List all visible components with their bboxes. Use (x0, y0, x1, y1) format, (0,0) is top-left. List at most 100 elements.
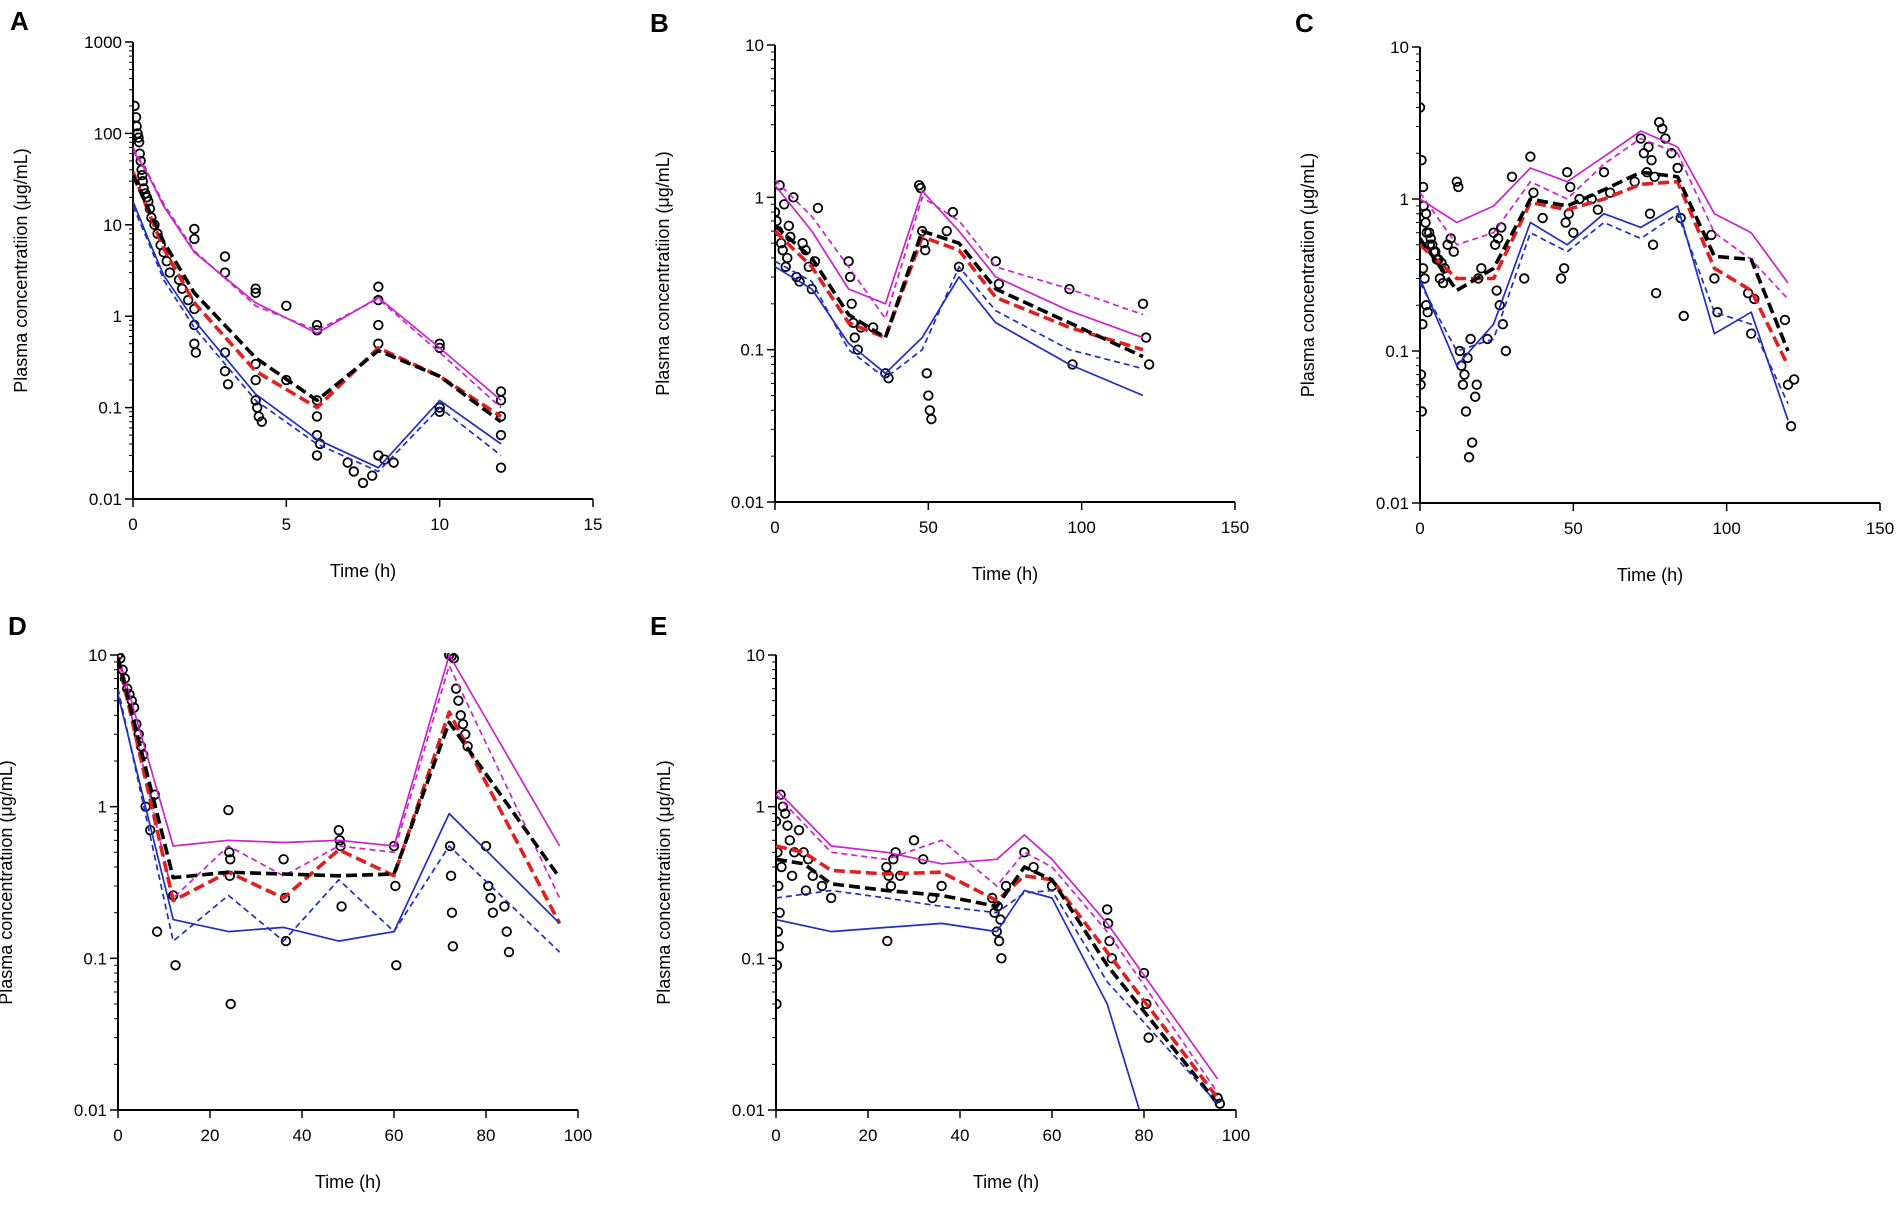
y-tick-label-b: 1 (755, 188, 764, 207)
data-point-c (1420, 263, 1429, 274)
series-median_pred-dashed-d (118, 657, 562, 880)
series-median_obs-dashed-e (776, 844, 1220, 1100)
y-axis-label-d: Plasma concentratiion (μg/mL) (0, 760, 16, 1004)
data-point-a (189, 233, 200, 245)
data-point-e (1102, 918, 1114, 929)
x-tick-label-d: 0 (113, 1126, 122, 1145)
data-point-c (1519, 273, 1530, 284)
data-point-d (278, 854, 289, 865)
data-point-c (1457, 379, 1469, 390)
data-point-e (816, 880, 828, 892)
y-tick-label-b: 0.01 (731, 493, 764, 512)
data-point-a (250, 395, 261, 406)
data-point-c (1666, 148, 1677, 159)
data-point-d (445, 870, 457, 882)
y-tick-label-a: 0.1 (98, 399, 122, 418)
data-point-c (1537, 212, 1548, 224)
x-tick-label-e: 20 (859, 1126, 878, 1145)
series-upper-solid-d (118, 654, 561, 847)
data-point-a (190, 347, 202, 358)
series-lower-solid-a (133, 201, 502, 469)
x-tick-label-d: 40 (293, 1126, 312, 1145)
data-point-a (357, 477, 369, 489)
data-point-b (849, 332, 860, 343)
data-point-d (444, 840, 456, 852)
data-point-e (793, 824, 805, 836)
data-point-c (1709, 273, 1720, 284)
data-point-c (1420, 154, 1427, 166)
data-point-c (1422, 306, 1433, 318)
data-point-d (390, 880, 401, 892)
data-point-e (776, 880, 784, 892)
series-lower-dashed-e (776, 889, 1219, 1105)
x-tick-label-b: 0 (770, 518, 779, 537)
data-point-b (921, 368, 933, 379)
data-point-e (882, 935, 893, 947)
data-point-e (883, 870, 894, 882)
data-point-b (794, 276, 805, 287)
data-point-c (1561, 167, 1573, 178)
y-tick-label-e: 0.01 (732, 1101, 765, 1120)
y-tick-label-c: 0.1 (1385, 342, 1409, 361)
y-tick-label-a: 1000 (84, 33, 122, 52)
data-point-b (846, 298, 857, 310)
data-point-c (1421, 227, 1432, 238)
data-point-c (1471, 379, 1482, 390)
data-point-e (807, 870, 819, 882)
data-point-a (133, 137, 145, 148)
data-point-e (1106, 953, 1118, 964)
series-lower-dashed-a (133, 205, 502, 473)
x-tick-label-e: 40 (951, 1126, 970, 1145)
plot-area-e (776, 788, 1226, 1111)
x-tick-label-e: 80 (1135, 1126, 1154, 1145)
data-point-e (776, 926, 784, 937)
data-point-c (1437, 277, 1449, 289)
series-median_pred-dashed-a (133, 174, 503, 424)
data-point-c (1712, 306, 1723, 318)
series-median_pred-dashed-e (776, 857, 1220, 1105)
data-point-e (993, 935, 1005, 947)
x-tick-label-c: 50 (1564, 519, 1583, 538)
series-median_pred-dashed-c (1420, 170, 1790, 352)
data-point-e (786, 870, 798, 882)
series-median_obs-dashed-c (1420, 179, 1790, 367)
data-point-c (1785, 421, 1797, 432)
y-tick-label-b: 0.1 (740, 341, 764, 360)
data-point-d (485, 892, 496, 904)
data-point-e (776, 861, 787, 873)
data-point-d (391, 960, 402, 971)
x-tick-label-e: 100 (1222, 1126, 1250, 1145)
data-point-e (776, 941, 784, 952)
x-tick-label-c: 0 (1415, 519, 1424, 538)
y-axis-label-a: Plasma concentratiion (μg/mL) (11, 148, 31, 392)
data-point-c (1463, 452, 1475, 463)
data-point-b (915, 182, 926, 194)
data-point-b (843, 256, 854, 267)
data-point-c (1657, 123, 1668, 134)
data-point-b (941, 225, 952, 237)
data-point-d (224, 847, 235, 858)
data-point-a (253, 411, 264, 422)
x-tick-label-b: 150 (1221, 518, 1249, 537)
panel-label-e: E (650, 611, 667, 641)
data-point-b (782, 252, 793, 264)
y-tick-label-a: 0.01 (89, 490, 122, 509)
data-point-c (1420, 406, 1428, 417)
data-point-b (920, 244, 931, 256)
data-point-e (908, 835, 920, 846)
data-point-c (1476, 263, 1487, 274)
data-point-c (1568, 227, 1579, 238)
data-point-d (499, 901, 510, 912)
data-point-a (281, 300, 292, 311)
data-point-a (311, 450, 323, 461)
data-point-c (1448, 246, 1459, 257)
data-point-c (1420, 319, 1428, 330)
x-tick-label-b: 100 (1067, 518, 1095, 537)
data-point-c (1565, 181, 1576, 193)
data-point-c (1453, 181, 1464, 193)
data-point-c (1466, 437, 1478, 448)
data-point-a (136, 169, 148, 181)
series-lower-dashed-b (775, 260, 1144, 380)
